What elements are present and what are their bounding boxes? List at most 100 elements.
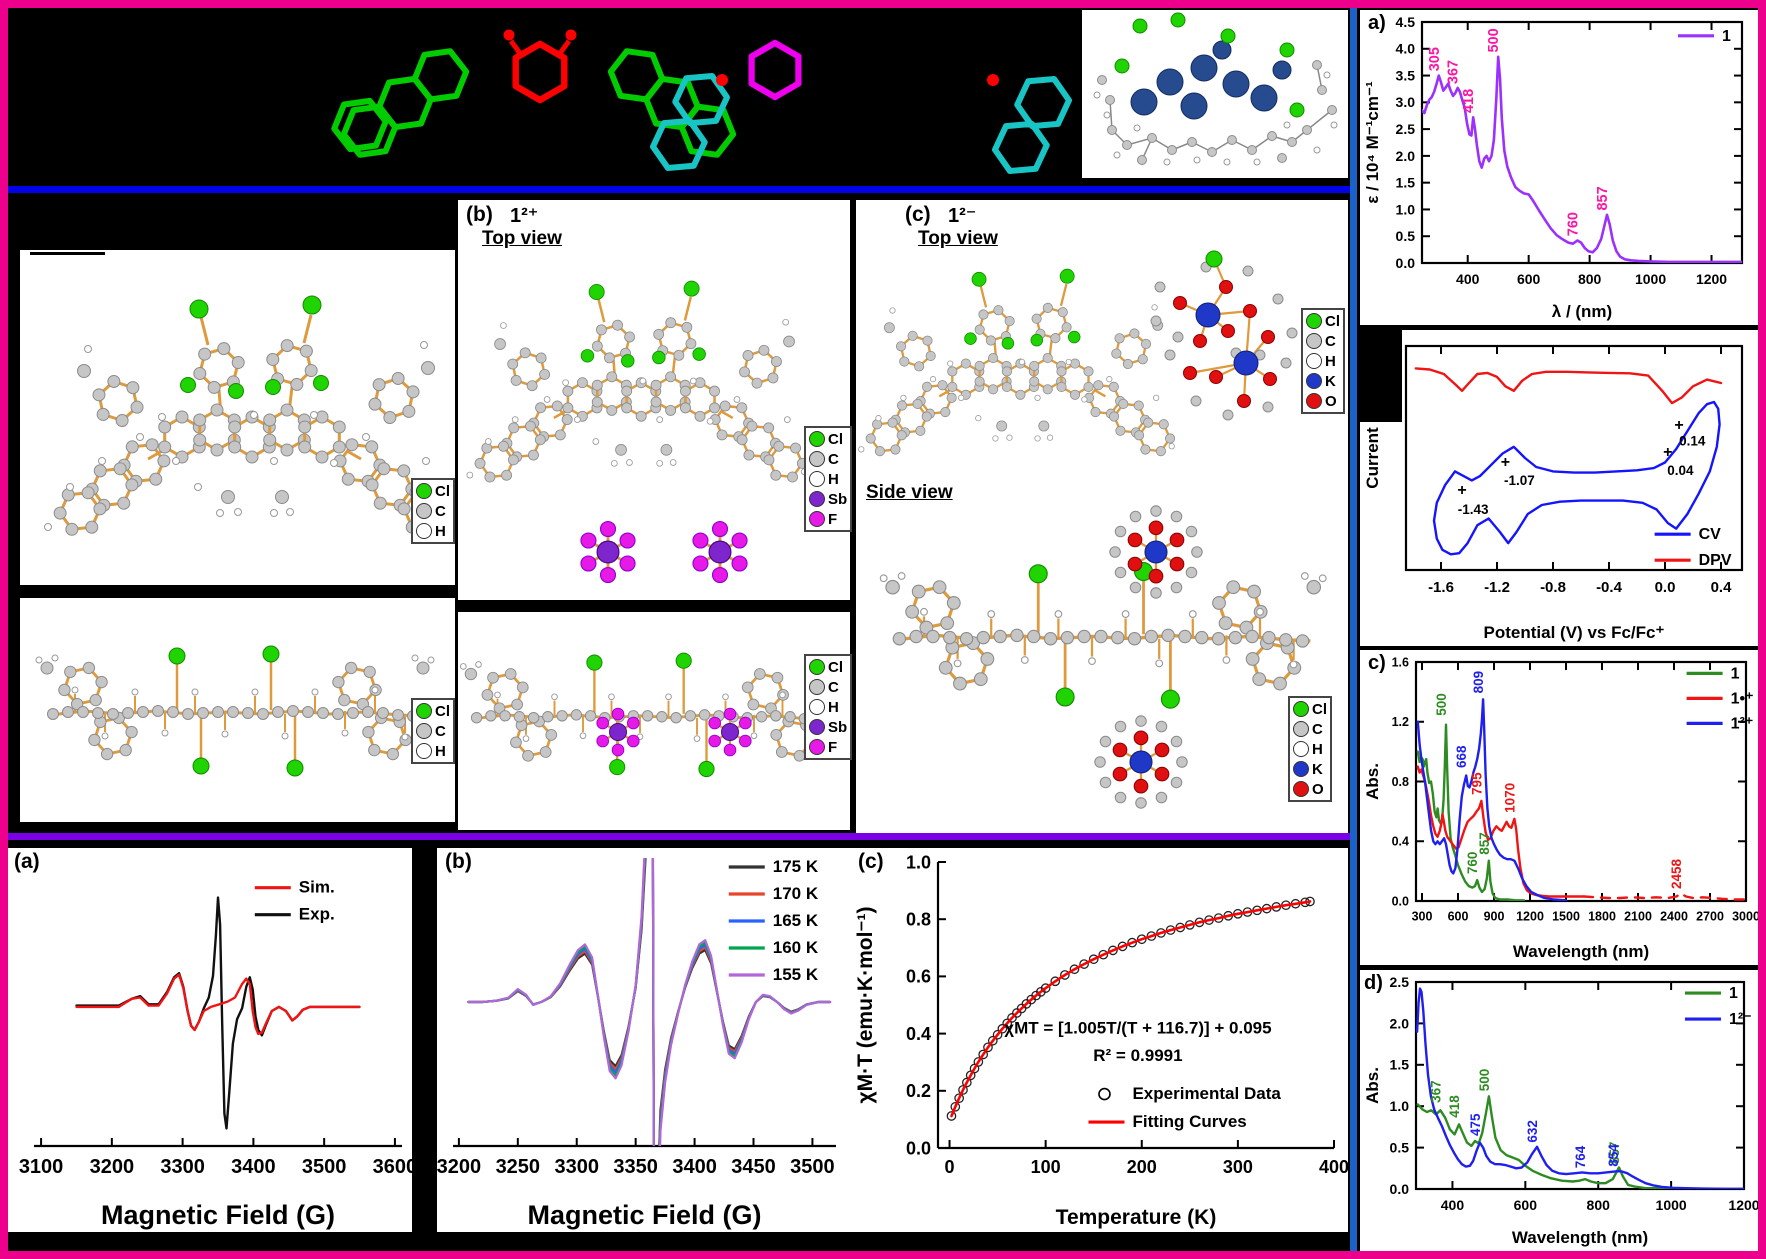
epr-vt-chart: 3200 3250 3300 3350 3400 3450 3500 Magnetic Fie… bbox=[437, 857, 836, 1230]
svg-text:3350: 3350 bbox=[613, 1156, 658, 1178]
panel-b-label: (b) bbox=[466, 203, 493, 226]
k-crown-complex-bottom bbox=[1093, 714, 1189, 810]
panel-b-top-view-label: Top view bbox=[482, 228, 562, 249]
svg-text:1800: 1800 bbox=[1588, 910, 1616, 924]
svg-text:ε / 10⁴ M⁻¹cm⁻¹: ε / 10⁴ M⁻¹cm⁻¹ bbox=[1363, 81, 1382, 204]
o-atom-icon bbox=[1306, 393, 1322, 409]
svg-text:Temperature (K): Temperature (K) bbox=[1056, 1206, 1217, 1229]
atom-symbol: H bbox=[1325, 352, 1336, 370]
svg-text:2400: 2400 bbox=[1660, 910, 1688, 924]
epr-sim-exp-panel: (a) 3100 3200 3300 3400 3500 3600 Magnetic Fie… bbox=[8, 848, 412, 1232]
atom-symbol: H bbox=[1312, 740, 1323, 758]
atom-symbol: K bbox=[1312, 760, 1323, 778]
atom-symbol: Sb bbox=[828, 718, 848, 736]
svg-text:3200: 3200 bbox=[90, 1156, 135, 1178]
legend-row: O bbox=[1293, 779, 1327, 799]
svg-text:3400: 3400 bbox=[672, 1156, 717, 1178]
legend-atoms-c-side: Cl C H K O bbox=[1288, 696, 1332, 802]
svg-text:2100: 2100 bbox=[1624, 910, 1652, 924]
svg-text:305: 305 bbox=[1427, 47, 1443, 71]
h-atom-icon bbox=[1306, 353, 1322, 369]
legend-atoms-a-top: Cl C H bbox=[411, 478, 455, 544]
svg-text:0: 0 bbox=[945, 1157, 955, 1177]
legend-row: H bbox=[416, 521, 450, 541]
svg-text:3400: 3400 bbox=[231, 1156, 276, 1178]
panel-c-side-view-label: Side view bbox=[866, 482, 953, 503]
svg-text:+: + bbox=[1674, 417, 1683, 434]
h-atom-icon bbox=[416, 523, 432, 539]
svg-text:Abs.: Abs. bbox=[1363, 1067, 1382, 1104]
svg-text:4.0: 4.0 bbox=[1396, 41, 1416, 57]
radical-dot-left bbox=[716, 74, 728, 86]
sbf6-anion bbox=[579, 520, 637, 584]
abs-dianion-chart: 400 600 800 1000 1200 0.0 0.5 1.0 1.5 2.0 2.5 Wavel… bbox=[1363, 974, 1758, 1247]
svg-text:0.8: 0.8 bbox=[906, 910, 931, 930]
svg-text:3450: 3450 bbox=[731, 1156, 776, 1178]
h-atom-icon bbox=[809, 471, 825, 487]
k-atom-icon bbox=[1293, 761, 1309, 777]
svg-text:1²⁺: 1²⁺ bbox=[1731, 715, 1754, 732]
atom-symbol: Cl bbox=[435, 702, 450, 720]
chi-t-panel: (c) 0 100 200 300 400 0.0 0.2 0.4 0.6 0.8 1.0 Tempe… bbox=[852, 848, 1348, 1232]
panel-c-top-view-label: Top view bbox=[918, 228, 998, 249]
svg-text:800: 800 bbox=[1587, 1197, 1611, 1213]
spectroscopy-column: a) 400 600 800 1000 1200 0.0 0.5 1.0 1.5 2.0 2.5 3.… bbox=[1357, 8, 1758, 1251]
svg-text:1•⁺: 1•⁺ bbox=[1731, 690, 1754, 707]
reaction-scheme-strip bbox=[8, 8, 1350, 186]
atom-symbol: Cl bbox=[1325, 312, 1340, 330]
m-phenylene-diradical-structure bbox=[503, 29, 577, 101]
c-atom-icon bbox=[416, 723, 432, 739]
atom-symbol: Cl bbox=[828, 658, 843, 676]
svg-text:3000: 3000 bbox=[1732, 910, 1758, 924]
svg-text:0.0: 0.0 bbox=[1655, 579, 1676, 596]
svg-text:χM·T (emu·K·mol⁻¹): χM·T (emu·K·mol⁻¹) bbox=[854, 907, 877, 1104]
svg-text:-1.6: -1.6 bbox=[1428, 579, 1454, 596]
svg-text:1.6: 1.6 bbox=[1392, 655, 1409, 669]
atom-symbol: F bbox=[828, 738, 838, 756]
atom-symbol: Cl bbox=[435, 482, 450, 500]
atom-symbol: Cl bbox=[828, 430, 843, 448]
crystal-c-panel: (c) 1²⁻ Top view Side view Cl C H K O Cl… bbox=[856, 200, 1348, 835]
cl-atom-icon bbox=[416, 483, 432, 499]
svg-text:Wavelength (nm): Wavelength (nm) bbox=[1512, 1228, 1648, 1247]
sb-atom-icon bbox=[809, 719, 825, 735]
svg-text:+: + bbox=[1663, 444, 1672, 461]
svg-text:200: 200 bbox=[1127, 1157, 1157, 1177]
crystal-b-top-view: (b) 1²⁺ Top view Cl C H Sb F bbox=[458, 200, 853, 600]
svg-text:0.5: 0.5 bbox=[1396, 228, 1416, 244]
svg-text:2.0: 2.0 bbox=[1390, 1015, 1410, 1031]
svg-text:764: 764 bbox=[1573, 1145, 1588, 1168]
legend-row: Cl bbox=[809, 657, 847, 677]
legend-row: O bbox=[1306, 391, 1340, 411]
svg-text:900: 900 bbox=[1484, 910, 1505, 924]
c-atom-icon bbox=[1306, 333, 1322, 349]
svg-text:Current: Current bbox=[1363, 427, 1382, 489]
sb-atom-icon bbox=[809, 491, 825, 507]
svg-text:-0.4: -0.4 bbox=[1596, 579, 1623, 596]
svg-text:500: 500 bbox=[1486, 28, 1502, 52]
atom-symbol: F bbox=[828, 510, 838, 528]
epr-magnetism-section: (a) 3100 3200 3300 3400 3500 3600 Magnetic Fie… bbox=[8, 840, 1350, 1251]
svg-text:Potential (V) vs Fc/Fc⁺: Potential (V) vs Fc/Fc⁺ bbox=[1484, 623, 1665, 642]
svg-text:3100: 3100 bbox=[19, 1156, 64, 1178]
legend-row: Cl bbox=[1293, 699, 1327, 719]
anthracenyl-structure-right bbox=[603, 41, 741, 165]
svg-text:0.14: 0.14 bbox=[1679, 434, 1706, 449]
c-atom-icon bbox=[416, 503, 432, 519]
svg-text:3600: 3600 bbox=[373, 1156, 412, 1178]
atom-symbol: C bbox=[1312, 720, 1323, 738]
svg-text:Fitting Curves: Fitting Curves bbox=[1132, 1112, 1246, 1131]
cropped-label-line bbox=[30, 252, 105, 255]
svg-text:500: 500 bbox=[1477, 1069, 1492, 1092]
svg-text:1: 1 bbox=[1731, 665, 1740, 682]
svg-text:400: 400 bbox=[1319, 1157, 1348, 1177]
svg-text:500: 500 bbox=[1434, 693, 1449, 716]
potassium-oxygen-cluster bbox=[1149, 249, 1299, 422]
cv-dpv-panel: -1.6 -1.2 -0.8 -0.4 0.0 0.4 Potential (V) vs F… bbox=[1360, 330, 1758, 646]
svg-text:1²⁻: 1²⁻ bbox=[1729, 1011, 1752, 1028]
svg-text:3.5: 3.5 bbox=[1396, 67, 1416, 83]
f-atom-icon bbox=[809, 739, 825, 755]
svg-text:475: 475 bbox=[1468, 1113, 1483, 1136]
h-atom-icon bbox=[416, 743, 432, 759]
benzene-structure bbox=[752, 43, 799, 97]
